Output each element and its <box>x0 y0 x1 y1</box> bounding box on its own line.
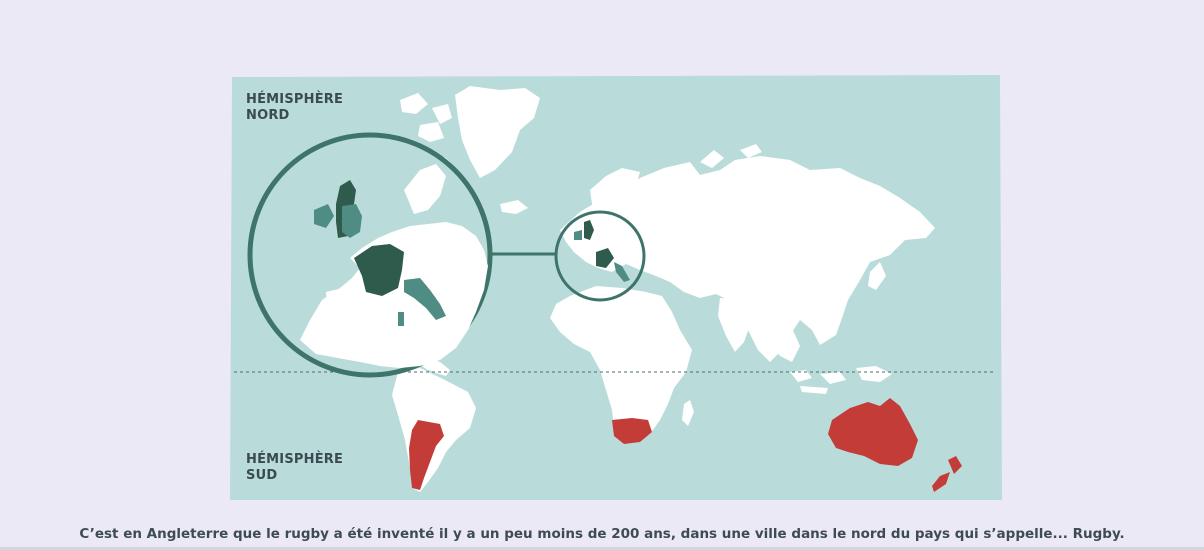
locator-highlights <box>574 220 630 282</box>
ireland <box>314 204 334 228</box>
map-caption: C’est en Angleterre que le rugby a été i… <box>79 526 1125 542</box>
world-map <box>230 75 1002 500</box>
south-hemisphere-label: HÉMISPHÈRE SUD <box>246 452 343 484</box>
south-label-line-2: SUD <box>246 468 278 483</box>
england-wales <box>342 204 362 238</box>
europe-locator-circle <box>554 210 646 302</box>
north-hemisphere-label: HÉMISPHÈRE NORD <box>246 92 343 124</box>
greenland <box>455 86 540 178</box>
south-label-line-1: HÉMISPHÈRE <box>246 452 344 467</box>
france <box>354 244 404 296</box>
africa <box>550 286 692 442</box>
italy <box>398 278 446 326</box>
north-label-line-2: NORD <box>246 108 290 123</box>
siberia-islands <box>700 144 762 168</box>
south-africa <box>612 418 652 444</box>
new-zealand <box>932 456 962 492</box>
argentina <box>409 420 444 490</box>
australia <box>828 398 918 466</box>
iceland <box>500 200 528 214</box>
bottom-divider <box>0 547 1204 550</box>
zoomed-europe <box>300 164 488 368</box>
southeast-asia <box>770 328 800 362</box>
indonesia <box>790 366 892 394</box>
madagascar <box>682 400 694 426</box>
north-label-line-1: HÉMISPHÈRE <box>246 92 344 107</box>
scandinavia <box>590 168 640 212</box>
eurasia <box>560 156 935 362</box>
india <box>718 298 752 352</box>
japan <box>868 262 886 290</box>
arctic-islands <box>400 93 452 142</box>
